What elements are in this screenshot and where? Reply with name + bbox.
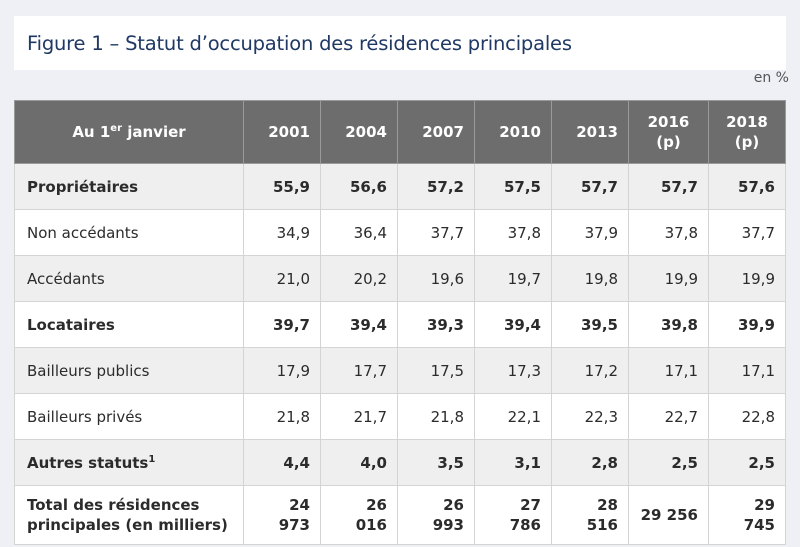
value-cell: 4,4 [243,439,321,486]
value-cell: 2,8 [551,439,629,486]
value-cell: 37,9 [551,209,629,256]
value-cell: 19,9 [708,255,786,302]
value-cell: 21,0 [243,255,321,302]
value-cell: 17,1 [708,347,786,394]
value-cell: 17,3 [474,347,552,394]
header-year: 2007 [397,100,475,164]
value-cell: 29 745 [708,485,786,545]
value-cell: 56,6 [320,163,398,210]
header-year: 2013 [551,100,629,164]
value-cell: 26 993 [397,485,475,545]
table-row: Bailleurs publics 17,9 17,7 17,5 17,3 17,2 17,… [14,347,786,394]
value-cell: 3,1 [474,439,552,486]
value-cell: 57,7 [551,163,629,210]
value-cell: 37,8 [474,209,552,256]
value-cell: 22,8 [708,393,786,440]
value-cell: 39,5 [551,301,629,348]
value-cell: 57,2 [397,163,475,210]
value-cell: 37,7 [708,209,786,256]
value-cell: 37,7 [397,209,475,256]
value-cell: 22,1 [474,393,552,440]
value-cell: 17,9 [243,347,321,394]
value-cell: 39,4 [474,301,552,348]
row-label: Autres statuts1 [14,439,244,486]
row-label: Bailleurs privés [14,393,244,440]
header-date-label: Au 1er janvier [14,100,244,164]
value-cell: 17,1 [628,347,709,394]
table-row: Total des résidences principales (en mil… [14,485,786,545]
value-cell: 22,7 [628,393,709,440]
header-year: 2001 [243,100,321,164]
table-row: Propriétaires 55,9 56,6 57,2 57,5 57,7 57,7 57,… [14,163,786,210]
value-cell: 24 973 [243,485,321,545]
value-cell: 21,8 [397,393,475,440]
table-row: Non accédants 34,9 36,4 37,7 37,8 37,9 37,8 37,… [14,209,786,256]
value-cell: 21,8 [243,393,321,440]
value-cell: 19,7 [474,255,552,302]
occupancy-table: Au 1er janvier 2001 2004 2007 2010 2013 … [14,100,786,545]
header-year: 2004 [320,100,398,164]
value-cell: 19,9 [628,255,709,302]
value-cell: 57,6 [708,163,786,210]
value-cell: 39,4 [320,301,398,348]
value-cell: 17,7 [320,347,398,394]
table-row: Autres statuts1 4,4 4,0 3,5 3,1 2,8 2,5 2,5 [14,439,786,486]
row-label: Propriétaires [14,163,244,210]
value-cell: 55,9 [243,163,321,210]
value-cell: 27 786 [474,485,552,545]
figure-title-box: Figure 1 – Statut d’occupation des résid… [14,16,786,70]
row-label: Accédants [14,255,244,302]
value-cell: 34,9 [243,209,321,256]
table-header-row: Au 1er janvier 2001 2004 2007 2010 2013 … [14,100,786,164]
value-cell: 19,8 [551,255,629,302]
row-label: Bailleurs publics [14,347,244,394]
value-cell: 39,9 [708,301,786,348]
value-cell: 28 516 [551,485,629,545]
figure-title: Figure 1 – Statut d’occupation des résid… [27,31,572,55]
value-cell: 21,7 [320,393,398,440]
value-cell: 57,7 [628,163,709,210]
value-cell: 22,3 [551,393,629,440]
header-year: 2016 (p) [628,100,709,164]
row-label: Locataires [14,301,244,348]
header-year: 2018 (p) [708,100,786,164]
value-cell: 20,2 [320,255,398,302]
value-cell: 4,0 [320,439,398,486]
value-cell: 39,8 [628,301,709,348]
value-cell: 17,2 [551,347,629,394]
table-row: Accédants 21,0 20,2 19,6 19,7 19,8 19,9 19,9 [14,255,786,302]
value-cell: 36,4 [320,209,398,256]
value-cell: 17,5 [397,347,475,394]
value-cell: 2,5 [708,439,786,486]
value-cell: 37,8 [628,209,709,256]
unit-label: en % [753,70,789,86]
value-cell: 2,5 [628,439,709,486]
table-row: Bailleurs privés 21,8 21,7 21,8 22,1 22,3 22,7… [14,393,786,440]
value-cell: 39,3 [397,301,475,348]
value-cell: 26 016 [320,485,398,545]
value-cell: 39,7 [243,301,321,348]
value-cell: 29 256 [628,485,709,545]
row-label: Non accédants [14,209,244,256]
table-row: Locataires 39,7 39,4 39,3 39,4 39,5 39,8 39,9 [14,301,786,348]
value-cell: 3,5 [397,439,475,486]
value-cell: 57,5 [474,163,552,210]
value-cell: 19,6 [397,255,475,302]
row-label: Total des résidences principales (en mil… [14,485,244,545]
header-year: 2010 [474,100,552,164]
